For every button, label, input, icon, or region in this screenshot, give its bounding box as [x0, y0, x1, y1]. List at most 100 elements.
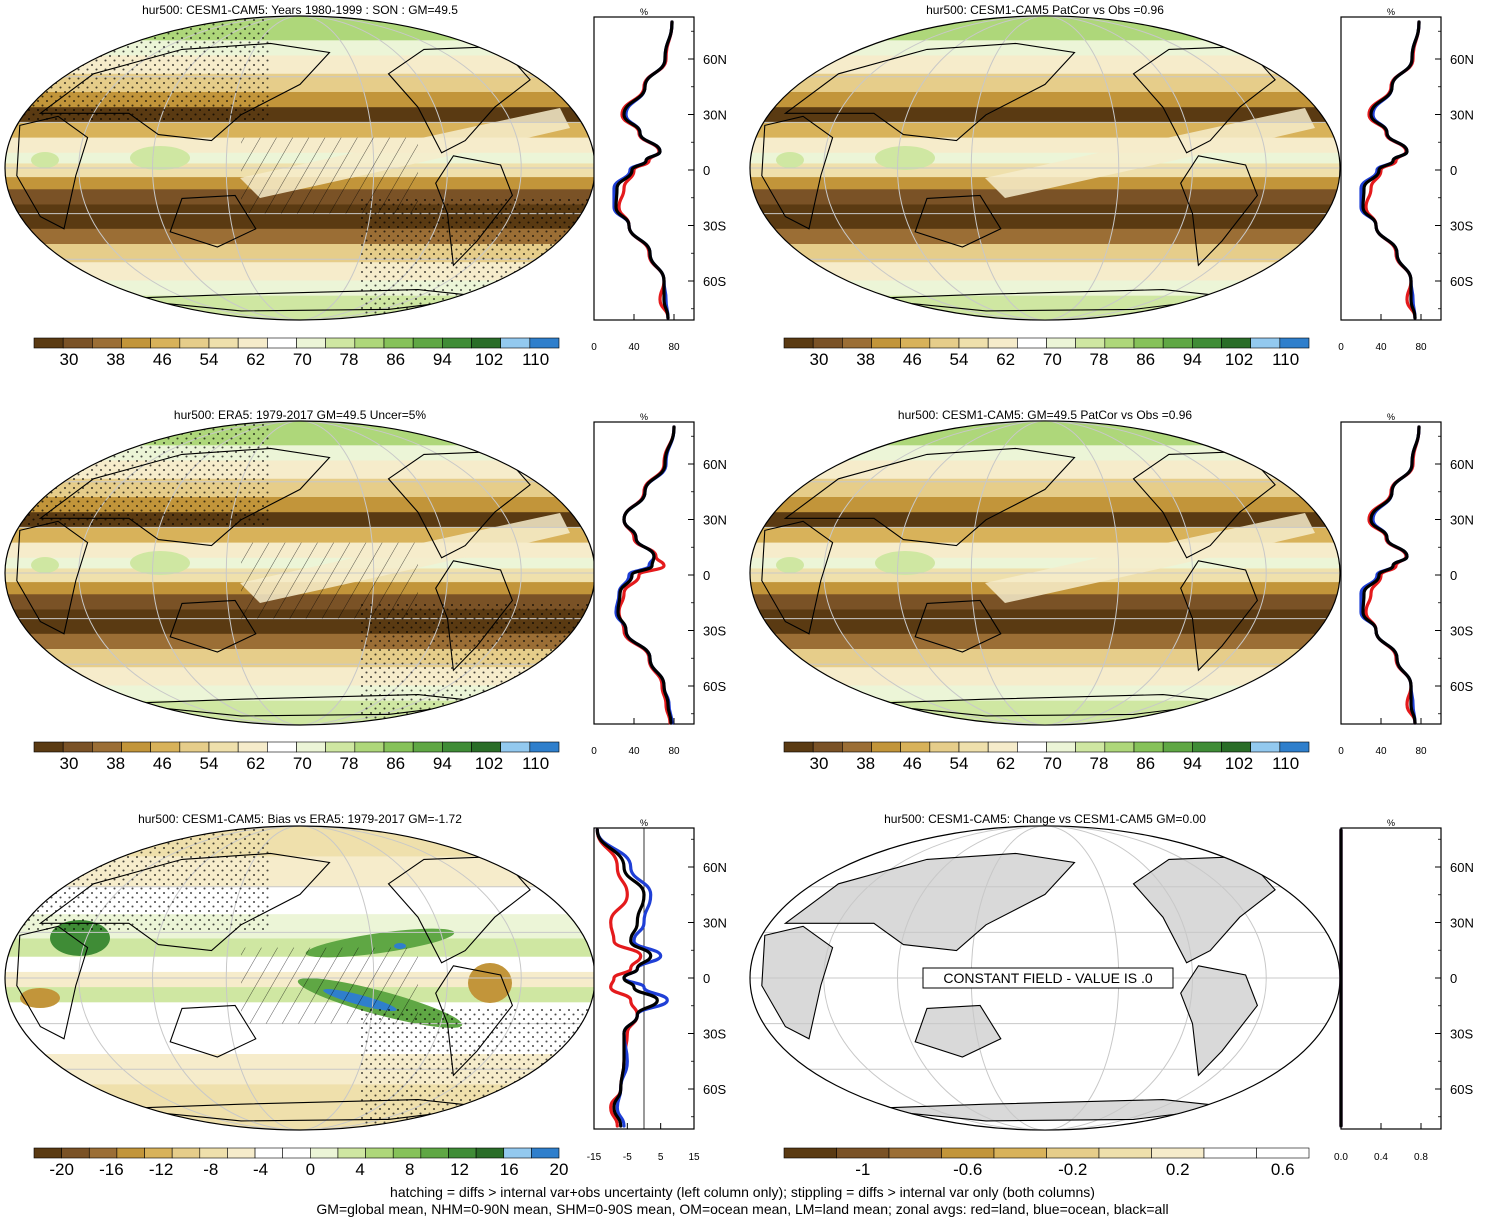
colorbar-label: 86 [1136, 350, 1155, 369]
colorbar-box [500, 741, 531, 753]
colorbar-label: -16 [99, 1160, 124, 1179]
profile-frame [1340, 16, 1442, 321]
colorbar-label: 62 [246, 754, 265, 773]
profile-lat-label: 30S [1450, 1027, 1473, 1042]
field-band [750, 55, 1340, 75]
colorbar-label: 78 [1090, 754, 1109, 773]
colorbar-box [179, 337, 210, 349]
colorbar-box [888, 1147, 942, 1159]
profile-x-label: 80 [668, 342, 680, 353]
profile-lat-label: 60N [703, 457, 727, 472]
profile-frame [1340, 421, 1442, 725]
colorbar-box [1098, 1147, 1152, 1159]
field-feature [776, 152, 804, 168]
colorbar-box [237, 337, 268, 349]
field-feature [468, 963, 512, 1003]
colorbar-label: 102 [1225, 754, 1253, 773]
colorbar-label: 110 [522, 350, 549, 369]
field-band [5, 826, 595, 857]
colorbar-box [1133, 741, 1164, 753]
colorbar-box [33, 1147, 62, 1159]
profile-x-label: 0.4 [1374, 1152, 1388, 1163]
field-band [750, 262, 1340, 281]
colorbar-label: 16 [500, 1160, 519, 1179]
colorbar-label: 38 [106, 350, 125, 369]
colorbar: 30 38 46 54 62 70 78 86 94 102 110 [783, 741, 1310, 773]
colorbar-box [1250, 337, 1281, 349]
colorbar-box [442, 337, 472, 349]
map-field [750, 15, 1340, 321]
coastline [783, 447, 1076, 547]
profile-lat-label: 0 [1450, 163, 1457, 178]
colorbar-box [337, 1147, 366, 1159]
coastline [169, 194, 257, 248]
profile-unit: % [1387, 412, 1395, 422]
colorbar-box [900, 741, 931, 753]
field-band [750, 460, 1340, 480]
map-field [5, 16, 595, 320]
profile-lat-label: 30N [1450, 513, 1474, 528]
profile-lat-label: 0 [703, 971, 710, 986]
profile-lat-label: 0 [1450, 971, 1457, 986]
profile-lat-label: 60S [703, 274, 726, 289]
coastline [783, 42, 1076, 142]
colorbar-box [993, 1147, 1047, 1159]
colorbar-label: 70 [293, 350, 312, 369]
colorbar-label: 54 [200, 350, 219, 369]
coastline [1180, 155, 1259, 267]
colorbar-box [282, 1147, 311, 1159]
zonal-profile-5: % 60N 30N 0 30S 60S -15 -5 5 15 [587, 818, 727, 1163]
colorbar-box [531, 1147, 560, 1159]
profile-lat-label: 60N [1450, 457, 1474, 472]
coastline [1262, 432, 1312, 462]
colorbar-label: 30 [60, 350, 79, 369]
colorbar-box [1104, 337, 1135, 349]
colorbar-box [354, 741, 385, 753]
meridian-line [152, 826, 448, 1130]
colorbar-box [812, 741, 843, 753]
profile-lat-label: 60S [703, 679, 726, 694]
coastline [1262, 27, 1312, 57]
colorbar-box [88, 1147, 118, 1159]
zonal-profile-4: % 60N 30N 0 30S 60S 0 40 80 [1338, 412, 1474, 757]
profile-x-label: -15 [587, 1152, 602, 1163]
colorbar-box [1203, 1147, 1257, 1159]
colorbar-label: 62 [246, 350, 265, 369]
profile-lat-label: 0 [1450, 568, 1457, 583]
field-band [5, 1084, 595, 1130]
map-panel-6: hur500: CESM1-CAM5: Change vs CESM1-CAM5… [749, 812, 1341, 1131]
colorbar-box [471, 741, 501, 753]
map-panel-1: hur500: CESM1-CAM5: Years 1980-1999 : SO… [4, 3, 596, 321]
profile-lat-label: 30S [703, 219, 726, 234]
colorbar-label: 78 [340, 754, 359, 773]
field-band [750, 152, 1340, 164]
colorbar-box [199, 1147, 228, 1159]
graticule [750, 420, 1340, 726]
panel-title: hur500: CESM1-CAM5 PatCor vs Obs =0.96 [926, 3, 1164, 17]
colorbar-box [1104, 741, 1135, 753]
coastline [517, 837, 567, 867]
colorbar-box [412, 337, 443, 349]
map-field [750, 420, 1340, 726]
colorbar-label: 46 [153, 754, 172, 773]
colorbar-label: 46 [153, 350, 172, 369]
colorbar-box [121, 741, 151, 753]
land-fill [785, 853, 1075, 951]
colorbar-box [1151, 1147, 1205, 1159]
footer-line-1: hatching = diffs > internal var+obs unce… [390, 1184, 1095, 1200]
profile-x-label: 40 [628, 342, 640, 353]
hatching [241, 542, 418, 619]
colorbar-box [92, 337, 122, 349]
colorbar-label: -8 [203, 1160, 218, 1179]
colorbar-label: 102 [475, 754, 503, 773]
profile-lat-label: 30N [1450, 916, 1474, 931]
profile-lat-label: 30S [703, 624, 726, 639]
coastline [914, 599, 1002, 653]
field-band [5, 295, 595, 320]
colorbar-box [1017, 337, 1047, 349]
land-fill [1133, 856, 1276, 963]
colorbar: -20 -16 -12 -8 -4 0 4 8 12 16 20 [33, 1147, 568, 1179]
profile-lat-label: 60N [1450, 860, 1474, 875]
zonal-profile-2: % 60N 30N 0 30S 60S 0 40 80 [1338, 7, 1474, 353]
stippling [359, 1008, 595, 1130]
